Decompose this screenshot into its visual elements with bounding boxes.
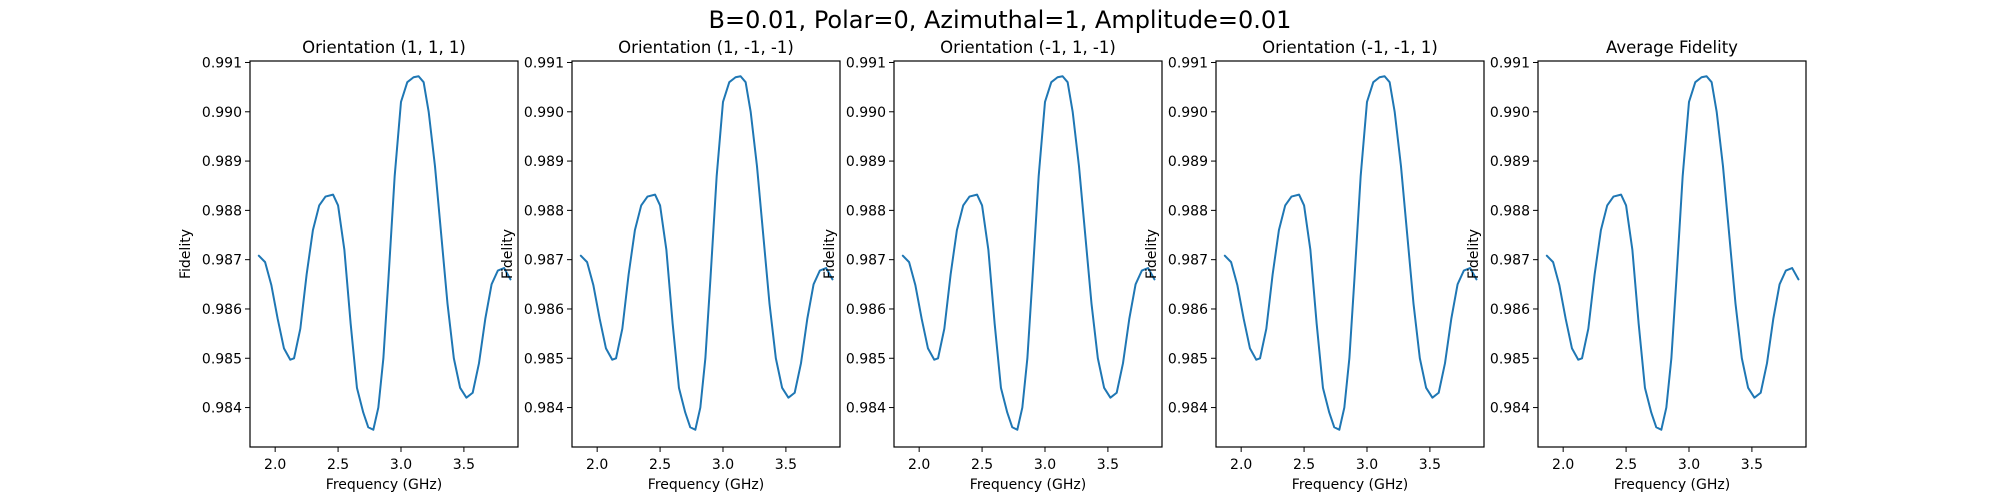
subplot-title: Orientation (1, 1, 1)	[302, 38, 466, 57]
y-tick-label: 0.990	[1168, 105, 1208, 121]
y-tick-label: 0.986	[1490, 302, 1530, 318]
x-tick-label: 2.5	[971, 457, 993, 473]
subplot-1: Orientation (1, 1, 1) 0.984 0.985 0.986 0.98…	[178, 38, 519, 493]
x-tick-label: 3.5	[1419, 457, 1441, 473]
subplot-5: Average Fidelity 0.984 0.985 0.986 0.987 0.98…	[1466, 38, 1807, 493]
x-axis-label: Frequency (GHz)	[970, 477, 1086, 493]
x-tick-label: 3.0	[1034, 457, 1056, 473]
x-tick-label: 3.5	[453, 457, 475, 473]
y-tick-label: 0.990	[202, 105, 242, 121]
y-tick-label: 0.991	[1168, 55, 1208, 71]
y-tick-label: 0.986	[524, 302, 564, 318]
x-tick-label: 2.5	[1293, 457, 1315, 473]
series-line-1	[257, 75, 512, 431]
y-tick-label: 0.988	[846, 203, 886, 219]
y-tick-label: 0.989	[202, 154, 242, 170]
axes-frame	[1537, 60, 1807, 448]
y-tick-label: 0.985	[202, 351, 242, 367]
y-axis-label: Fidelity	[822, 229, 838, 279]
y-tick-label: 0.984	[202, 401, 242, 417]
x-tick-label: 2.0	[264, 457, 286, 473]
axes-frame	[249, 60, 519, 448]
figure-suptitle: B=0.01, Polar=0, Azimuthal=1, Amplitude=…	[708, 6, 1292, 34]
y-tick-label: 0.987	[846, 253, 886, 269]
y-tick-label: 0.984	[524, 401, 564, 417]
y-tick-label: 0.984	[1168, 401, 1208, 417]
series-line-1	[1223, 75, 1478, 431]
y-tick-label: 0.987	[1168, 253, 1208, 269]
y-axis-label: Fidelity	[1144, 229, 1160, 279]
x-tick-label: 2.0	[586, 457, 608, 473]
y-tick-label: 0.985	[846, 351, 886, 367]
y-tick-label: 0.990	[1490, 105, 1530, 121]
y-tick-label: 0.990	[846, 105, 886, 121]
x-tick-label: 2.0	[908, 457, 930, 473]
subplot-2: Orientation (1, -1, -1) 0.984 0.985 0.986 0.…	[500, 38, 841, 493]
x-tick-label: 3.5	[1097, 457, 1119, 473]
y-axis-label: Fidelity	[1466, 229, 1482, 279]
x-tick-label: 2.5	[327, 457, 349, 473]
subplot-title: Orientation (-1, 1, -1)	[940, 38, 1116, 57]
x-axis-label: Frequency (GHz)	[1614, 477, 1730, 493]
y-tick-label: 0.986	[202, 302, 242, 318]
series-line-1	[579, 75, 834, 431]
y-tick-label: 0.987	[202, 253, 242, 269]
axes-frame	[893, 60, 1163, 448]
x-tick-label: 2.5	[649, 457, 671, 473]
y-tick-label: 0.989	[846, 154, 886, 170]
y-axis-label: Fidelity	[500, 229, 516, 279]
x-tick-label: 3.0	[390, 457, 412, 473]
subplot-grid: Orientation (1, 1, 1) 0.984 0.985 0.986 0.98…	[178, 38, 1807, 493]
y-tick-label: 0.987	[1490, 253, 1530, 269]
x-axis-label: Frequency (GHz)	[326, 477, 442, 493]
x-tick-label: 3.0	[1678, 457, 1700, 473]
y-tick-label: 0.991	[1490, 55, 1530, 71]
x-tick-label: 3.0	[1356, 457, 1378, 473]
y-tick-label: 0.988	[524, 203, 564, 219]
series-line-1	[1545, 75, 1800, 431]
y-tick-label: 0.984	[1490, 401, 1530, 417]
y-axis-label: Fidelity	[178, 229, 194, 279]
y-tick-label: 0.989	[1490, 154, 1530, 170]
x-tick-label: 2.5	[1615, 457, 1637, 473]
x-axis-label: Frequency (GHz)	[648, 477, 764, 493]
x-tick-label: 2.0	[1552, 457, 1574, 473]
y-tick-label: 0.989	[524, 154, 564, 170]
y-tick-label: 0.986	[1168, 302, 1208, 318]
y-tick-label: 0.985	[1168, 351, 1208, 367]
x-tick-label: 2.0	[1230, 457, 1252, 473]
x-tick-label: 3.5	[775, 457, 797, 473]
subplot-3: Orientation (-1, 1, -1) 0.984 0.985 0.986 0.…	[822, 38, 1163, 493]
y-tick-label: 0.990	[524, 105, 564, 121]
y-tick-label: 0.988	[202, 203, 242, 219]
axes-frame	[1215, 60, 1485, 448]
y-tick-label: 0.985	[1490, 351, 1530, 367]
y-tick-label: 0.991	[524, 55, 564, 71]
y-tick-label: 0.988	[1490, 203, 1530, 219]
subplot-title: Orientation (1, -1, -1)	[618, 38, 794, 57]
y-tick-label: 0.984	[846, 401, 886, 417]
y-tick-label: 0.989	[1168, 154, 1208, 170]
axes-frame	[571, 60, 841, 448]
subplot-title: Orientation (-1, -1, 1)	[1262, 38, 1438, 57]
series-line-1	[901, 75, 1156, 431]
y-tick-label: 0.988	[1168, 203, 1208, 219]
y-tick-label: 0.991	[846, 55, 886, 71]
y-tick-label: 0.987	[524, 253, 564, 269]
x-axis-label: Frequency (GHz)	[1292, 477, 1408, 493]
subplot-4: Orientation (-1, -1, 1) 0.984 0.985 0.986 0.…	[1144, 38, 1485, 493]
subplot-title: Average Fidelity	[1606, 38, 1738, 57]
y-tick-label: 0.986	[846, 302, 886, 318]
y-tick-label: 0.991	[202, 55, 242, 71]
x-tick-label: 3.0	[712, 457, 734, 473]
x-tick-label: 3.5	[1741, 457, 1763, 473]
y-tick-label: 0.985	[524, 351, 564, 367]
